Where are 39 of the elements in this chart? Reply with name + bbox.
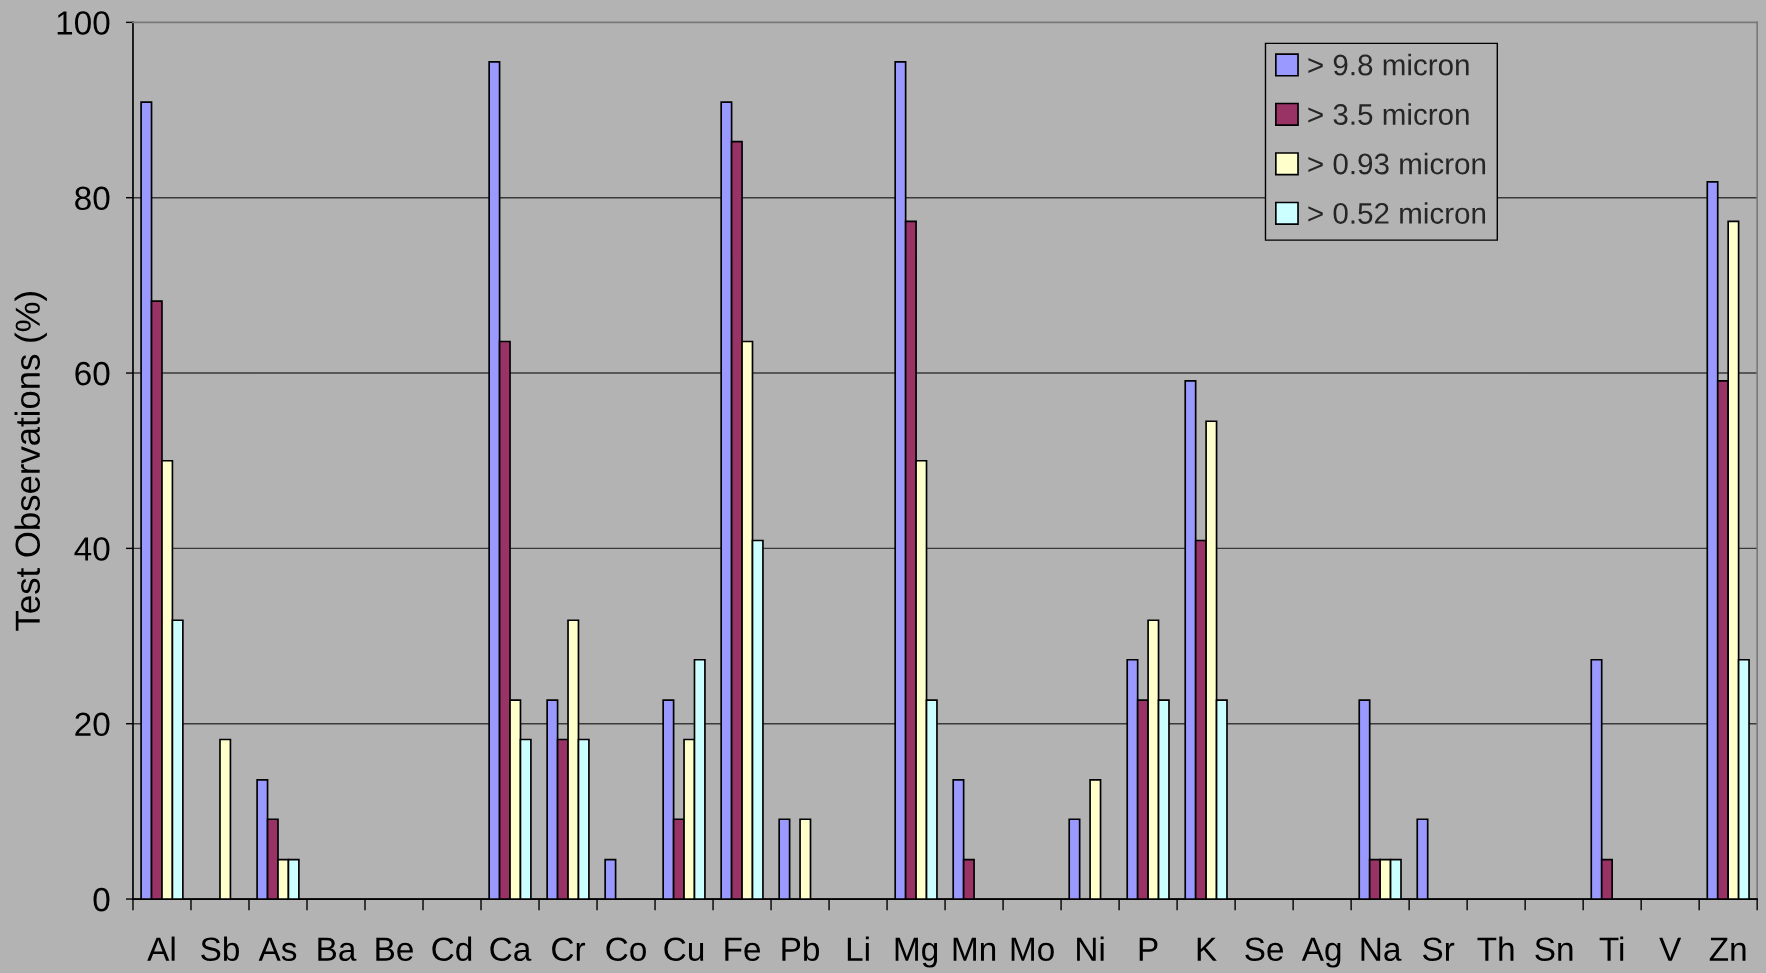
x-tick-label: Sr [1422, 937, 1455, 962]
x-tick-label: Sb [201, 936, 239, 962]
x-tick-label: K [1197, 937, 1217, 961]
y-tick-label: 0 [93, 887, 110, 912]
x-tick-label: Mn [953, 937, 996, 961]
legend-label: > 0.52 micron [1308, 202, 1486, 224]
x-tick-label: Ag [1301, 937, 1341, 968]
x-tick-label: Pb [782, 936, 820, 962]
x-tick-label: As [258, 937, 297, 962]
x-tick-label: Zn [1709, 937, 1746, 961]
x-tick-label: Mo [1011, 937, 1054, 962]
x-tick-label: Sn [1535, 937, 1573, 962]
y-tick-label: 60 [75, 361, 110, 386]
x-tick-label: Cu [664, 937, 704, 962]
x-tick-label: Li [847, 936, 869, 961]
legend-label: > 3.5 micron [1308, 103, 1469, 125]
x-tick-label: Cr [552, 937, 586, 962]
x-tick-label: Se [1245, 937, 1284, 962]
x-tick-label: Fe [725, 937, 761, 962]
y-tick-label: 40 [74, 537, 110, 561]
y-tick-label: 80 [75, 186, 110, 211]
x-tick-label: Ba [318, 937, 357, 962]
x-tick-label: V [1659, 937, 1682, 961]
x-tick-label: Mg [895, 937, 938, 968]
x-tick-label: P [1139, 937, 1158, 961]
x-tick-label: Th [1477, 936, 1514, 961]
x-tick-label: Ti [1599, 936, 1624, 961]
x-tick-label: Al [147, 936, 175, 961]
x-tick-label: Na [1361, 937, 1402, 962]
x-tick-label: Cd [432, 936, 472, 962]
x-tick-label: Co [606, 937, 646, 962]
y-axis-title: Test Observations (%) [14, 292, 47, 631]
legend-label: > 9.8 micron [1308, 53, 1469, 76]
y-tick-label: 20 [75, 712, 110, 737]
y-tick-label: 100 [57, 11, 110, 35]
x-tick-label: Ni [1077, 936, 1104, 961]
x-tick-label: Ca [490, 937, 532, 962]
legend-label: > 0.93 micron [1308, 152, 1486, 175]
x-tick-label: Be [376, 937, 413, 962]
